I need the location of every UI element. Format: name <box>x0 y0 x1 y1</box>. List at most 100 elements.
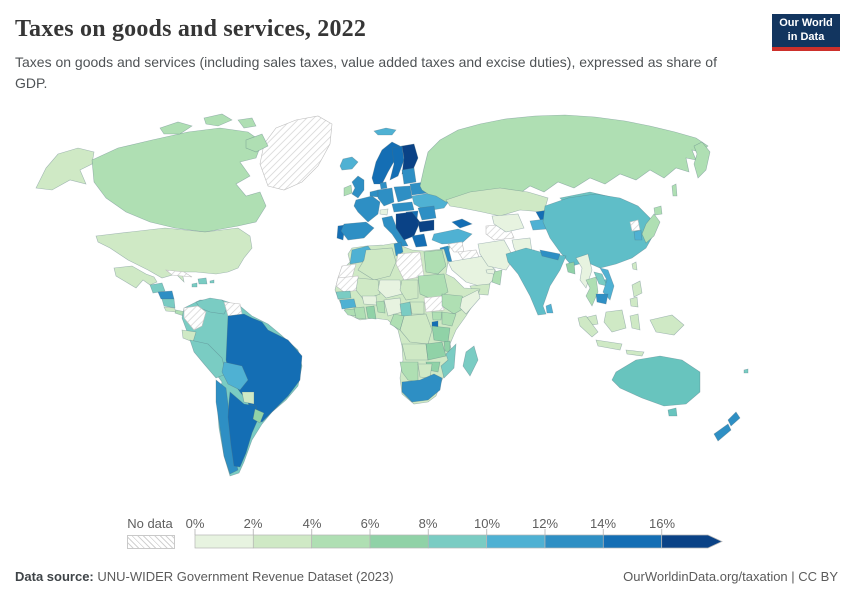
country-germany[interactable] <box>377 187 395 207</box>
legend-no-data-swatch[interactable] <box>127 535 175 549</box>
country-poland[interactable] <box>393 185 413 203</box>
country-jamaica[interactable] <box>191 282 198 288</box>
country-svalbard[interactable] <box>373 127 397 136</box>
country-cambodia[interactable] <box>595 293 609 305</box>
country-uae[interactable] <box>485 268 496 275</box>
country-somalia[interactable] <box>459 289 481 315</box>
country-guinea[interactable] <box>339 298 357 310</box>
country-angola[interactable] <box>401 343 429 361</box>
country-hispaniola[interactable] <box>197 277 208 285</box>
country-denmark[interactable] <box>379 181 388 190</box>
country-honduras[interactable] <box>157 290 175 300</box>
country-australia[interactable] <box>611 355 701 407</box>
country-romania[interactable] <box>417 205 437 221</box>
country-fiji[interactable] <box>743 368 749 374</box>
country-canada[interactable] <box>91 127 267 233</box>
country-taiwan[interactable] <box>631 261 638 271</box>
country-spain[interactable] <box>340 221 375 241</box>
country-libya[interactable] <box>395 251 425 281</box>
legend-bin-6[interactable] <box>544 534 604 549</box>
footer-link[interactable]: OurWorldinData.org/taxation | CC BY <box>623 569 838 584</box>
legend-bin-3[interactable] <box>369 534 429 549</box>
country-iceland[interactable] <box>339 156 359 171</box>
country-niger[interactable] <box>377 279 403 299</box>
country-ireland[interactable] <box>343 184 353 197</box>
country-mauritania[interactable] <box>335 275 361 293</box>
country-switzerland[interactable] <box>379 208 389 216</box>
country-south-africa[interactable] <box>401 373 443 403</box>
country-guatemala[interactable] <box>149 282 166 294</box>
country-greece[interactable] <box>411 233 428 248</box>
country-chad[interactable] <box>399 279 419 301</box>
legend-bin-4[interactable] <box>427 534 487 549</box>
country-nz-south[interactable] <box>713 423 732 442</box>
country-ghana[interactable] <box>365 305 377 320</box>
country-uk[interactable] <box>351 175 365 199</box>
country-canada-arctic-3[interactable] <box>237 117 257 129</box>
country-uzbekistan[interactable] <box>491 213 525 233</box>
country-malawi[interactable] <box>443 340 451 353</box>
country-peru[interactable] <box>189 339 227 379</box>
country-japan[interactable] <box>641 213 661 244</box>
country-lesser-sunda[interactable] <box>625 349 645 357</box>
country-cuba[interactable] <box>165 269 193 278</box>
country-madagascar[interactable] <box>462 345 479 377</box>
country-baltics[interactable] <box>401 167 417 185</box>
country-russia-kamchatka[interactable] <box>693 141 711 179</box>
country-uruguay[interactable] <box>252 408 265 424</box>
country-iran[interactable] <box>477 239 515 271</box>
country-sumatra[interactable] <box>577 315 599 338</box>
country-burkina-faso[interactable] <box>361 295 378 306</box>
country-alaska[interactable] <box>35 147 95 191</box>
country-bolivia[interactable] <box>221 361 249 391</box>
country-kazakhstan[interactable] <box>445 187 549 217</box>
country-zambia[interactable] <box>425 341 447 361</box>
country-central-african-republic[interactable] <box>409 301 425 315</box>
country-russia-sakhalin[interactable] <box>671 183 678 197</box>
country-tasmania[interactable] <box>667 407 678 417</box>
country-nicaragua[interactable] <box>161 298 176 309</box>
country-tunisia[interactable] <box>393 241 404 257</box>
country-nz-north[interactable] <box>727 411 741 427</box>
country-borneo[interactable] <box>603 309 627 333</box>
country-greenland[interactable] <box>259 115 333 191</box>
country-vietnam[interactable] <box>599 267 615 301</box>
country-ivory-coast[interactable] <box>353 306 367 320</box>
country-south-korea[interactable] <box>633 229 643 241</box>
country-kenya[interactable] <box>441 311 457 327</box>
country-russia[interactable] <box>419 114 709 203</box>
country-japan-hokkaido[interactable] <box>653 205 663 216</box>
country-bangladesh[interactable] <box>565 261 576 275</box>
country-paraguay[interactable] <box>241 391 255 405</box>
country-senegal[interactable] <box>335 290 352 300</box>
country-tanzania[interactable] <box>431 325 451 343</box>
legend-bin-5[interactable] <box>486 534 546 549</box>
country-syria[interactable] <box>447 241 465 253</box>
country-uganda[interactable] <box>431 311 443 321</box>
country-argentina[interactable] <box>227 391 260 468</box>
country-togo-benin[interactable] <box>375 300 386 314</box>
country-czechia-slovakia-austria[interactable] <box>391 201 415 213</box>
country-puerto-rico[interactable] <box>209 279 215 284</box>
country-new-guinea[interactable] <box>649 314 685 336</box>
country-egypt[interactable] <box>423 249 447 275</box>
country-canada-arctic-2[interactable] <box>203 113 233 127</box>
country-usa[interactable] <box>95 227 253 283</box>
country-thailand[interactable] <box>585 276 599 307</box>
country-guyanas[interactable] <box>223 301 243 317</box>
country-java[interactable] <box>595 339 623 351</box>
country-china[interactable] <box>542 193 656 269</box>
legend-bin-8-arrow[interactable] <box>661 534 723 549</box>
legend-bin-2[interactable] <box>311 534 371 549</box>
country-south-sudan[interactable] <box>423 295 445 313</box>
country-congo-gabon[interactable] <box>389 313 405 331</box>
country-algeria[interactable] <box>357 247 397 281</box>
country-mozambique[interactable] <box>440 343 457 379</box>
country-canada-arctic-1[interactable] <box>159 121 193 135</box>
country-philippines-north[interactable] <box>631 280 643 298</box>
country-caucasus[interactable] <box>451 218 473 229</box>
country-bulgaria[interactable] <box>417 219 435 233</box>
legend-bin-0[interactable] <box>194 534 254 549</box>
country-north-korea[interactable] <box>629 219 641 232</box>
country-sulawesi[interactable] <box>629 313 641 331</box>
